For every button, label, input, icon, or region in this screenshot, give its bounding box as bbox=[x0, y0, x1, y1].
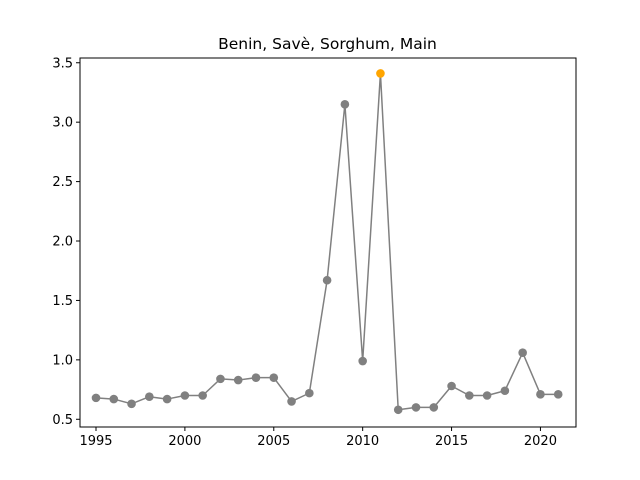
data-point bbox=[518, 348, 527, 358]
y-tick-label: 1.5 bbox=[52, 294, 73, 309]
data-point bbox=[145, 392, 154, 402]
y-tick-label: 0.5 bbox=[52, 413, 73, 428]
axis-ticks: 1995 2000 2005 2010 2015 2020 0.5 1.0 1.5 2.0 2.5 3… bbox=[52, 56, 557, 449]
data-point bbox=[553, 390, 563, 399]
data-point bbox=[322, 275, 332, 285]
y-tick-label: 2.0 bbox=[52, 235, 73, 250]
x-tick-label: 2020 bbox=[524, 434, 557, 449]
data-point bbox=[482, 391, 492, 400]
data-point bbox=[536, 390, 545, 399]
data-point bbox=[287, 397, 296, 406]
chart-title: Benin, Savè, Sorghum, Main bbox=[218, 35, 437, 53]
data-point bbox=[269, 373, 279, 382]
series-layer bbox=[91, 69, 563, 415]
data-point bbox=[180, 391, 190, 400]
data-point bbox=[358, 356, 367, 366]
data-point bbox=[216, 374, 225, 384]
plot-frame bbox=[79, 57, 577, 428]
data-point bbox=[411, 403, 421, 412]
data-point bbox=[340, 100, 350, 109]
data-point bbox=[162, 394, 172, 404]
data-point bbox=[465, 391, 474, 400]
data-point bbox=[429, 403, 439, 412]
data-point bbox=[251, 373, 261, 382]
data-point bbox=[109, 394, 119, 404]
data-point bbox=[198, 391, 207, 400]
data-point bbox=[233, 375, 243, 385]
data-point bbox=[127, 399, 136, 409]
x-tick-label: 2010 bbox=[346, 434, 379, 449]
highlighted-data-point bbox=[376, 69, 385, 78]
y-tick-label: 3.5 bbox=[52, 56, 73, 71]
x-tick-label: 1995 bbox=[79, 434, 112, 449]
data-point bbox=[393, 405, 403, 415]
x-tick-label: 2000 bbox=[168, 434, 201, 449]
data-point bbox=[447, 381, 456, 391]
y-tick-label: 1.0 bbox=[52, 353, 73, 368]
x-tick-label: 2015 bbox=[435, 434, 468, 449]
data-point bbox=[305, 388, 314, 398]
data-point bbox=[91, 393, 101, 403]
y-tick-label: 2.5 bbox=[52, 175, 73, 190]
x-tick-label: 2005 bbox=[257, 434, 290, 449]
data-point bbox=[500, 386, 510, 396]
y-tick-label: 3.0 bbox=[52, 116, 73, 131]
